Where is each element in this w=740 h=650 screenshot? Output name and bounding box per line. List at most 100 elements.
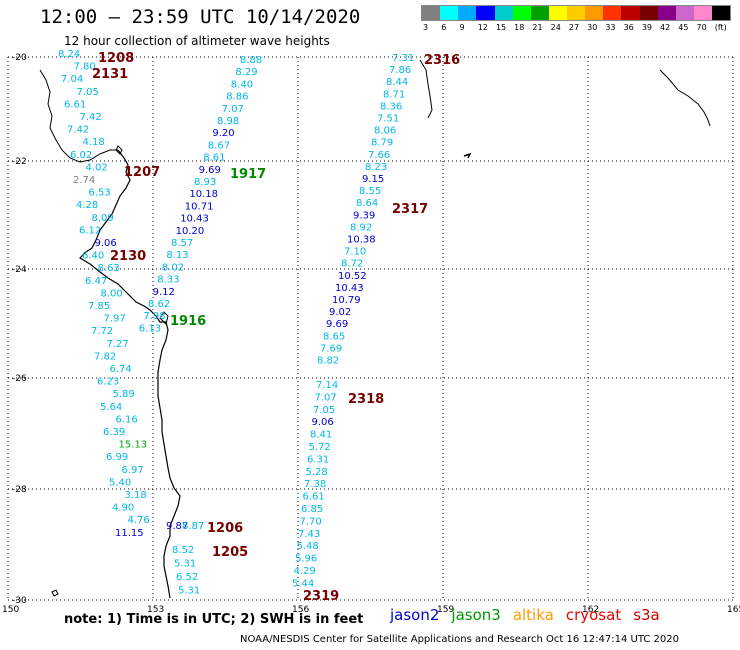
- wave-height-value: 6.61: [64, 99, 86, 110]
- wave-height-value: 5.72: [309, 442, 331, 453]
- wave-height-value: 9.12: [153, 287, 175, 298]
- wave-height-value: 5.89: [113, 389, 135, 400]
- wave-height-value: 7.97: [104, 314, 126, 325]
- track-time-label: 1917: [230, 167, 266, 182]
- wave-height-value: 8.23: [365, 162, 387, 173]
- wave-height-value: 8.79: [371, 138, 393, 149]
- footer-note: note: 1) Time is in UTC; 2) SWH is in fe…: [64, 612, 364, 627]
- wave-height-value: 9.69: [199, 165, 221, 176]
- track-time-label: 1207: [124, 165, 160, 180]
- wave-height-value: 7.80: [74, 62, 96, 73]
- wave-height-value: 9.87: [166, 521, 188, 532]
- wave-height-value: 8.62: [148, 299, 170, 310]
- scale-label: (ft): [714, 23, 727, 32]
- scale-label: 27: [568, 23, 580, 32]
- map-title: 12:00 – 23:59 UTC 10/14/2020: [40, 6, 361, 28]
- scale-swatch: [440, 6, 459, 20]
- wave-height-value: 11.15: [115, 528, 144, 539]
- island-whitsunday: [115, 145, 123, 155]
- satellite-legend-item: altika: [512, 606, 554, 624]
- wave-height-value: 8.82: [317, 356, 339, 367]
- wave-height-value: 8.88: [240, 55, 262, 66]
- wave-height-value: 4.18: [83, 137, 105, 148]
- scale-swatch: [512, 6, 531, 20]
- lon-label: 162: [582, 605, 599, 615]
- lat-label: -22: [12, 157, 27, 167]
- coastline-north: [39, 69, 118, 163]
- wave-height-value: 7.07: [222, 104, 244, 115]
- wave-height-value: 10.43: [180, 214, 209, 225]
- wave-height-value: 5.31: [174, 559, 196, 570]
- wave-height-value: 7.66: [368, 150, 390, 161]
- wave-height-value: 8.65: [323, 331, 345, 342]
- scale-label: 39: [641, 23, 652, 32]
- island-northeast: [419, 59, 433, 119]
- color-scale-legend: 3 6 9 12 15 18 21 24 27 30 33 36 39 42 45 70 (ft): [421, 5, 731, 33]
- wave-height-value: 7.38: [304, 479, 326, 490]
- scale-label: 3: [423, 23, 429, 32]
- wave-height-value: 8.61: [203, 153, 225, 164]
- wave-height-value: 7.51: [377, 114, 399, 125]
- lat-label: -24: [12, 265, 27, 275]
- wave-height-value: 8.13: [166, 250, 188, 261]
- scale-label: 45: [678, 23, 689, 32]
- track-time-label: 1206: [207, 521, 243, 536]
- wave-height-value: 5.28: [306, 467, 328, 478]
- satellite-legend-item: cryosat: [565, 606, 622, 624]
- wave-height-value: 10.52: [338, 271, 367, 282]
- wave-height-value: 8.24: [58, 49, 80, 60]
- wave-height-value: 8.92: [350, 222, 372, 233]
- satellite-legend-item: jason3: [451, 606, 501, 624]
- wave-height-value: 6.23: [97, 377, 119, 388]
- scale-label: 6: [441, 23, 447, 32]
- wave-height-value: 9.69: [326, 319, 348, 330]
- wave-height-value: 7.82: [94, 351, 116, 362]
- map-grid: [7, 56, 734, 601]
- wave-height-value: 4.28: [76, 200, 98, 211]
- wave-height-value: 9.15: [362, 174, 384, 185]
- wave-height-value: 7.70: [300, 516, 322, 527]
- wave-height-value: 6.02: [70, 150, 92, 161]
- satellite-legend-item: jason2: [390, 606, 440, 624]
- scale-label: 24: [550, 23, 561, 32]
- wave-height-value: 6.99: [106, 452, 128, 463]
- wave-height-value: 7.05: [77, 87, 99, 98]
- wave-height-value: 8.44: [386, 77, 408, 88]
- scale-swatch: [712, 6, 731, 20]
- island-small-south: [51, 589, 59, 597]
- wave-height-value: 7.27: [107, 339, 129, 350]
- wave-height-value: 8.55: [359, 186, 381, 197]
- wave-height-value: 7.98: [143, 311, 165, 322]
- lon-label: 153: [147, 605, 164, 615]
- wave-height-value: 8.71: [383, 89, 405, 100]
- scale-swatch: [657, 6, 676, 20]
- map-subtitle: 12 hour collection of altimeter wave hei…: [64, 34, 330, 48]
- wave-height-value: 8.00: [101, 288, 123, 299]
- wave-height-value: 6.53: [89, 188, 111, 199]
- scale-label: 12: [477, 23, 488, 32]
- wave-height-value: 8.72: [341, 259, 363, 270]
- wave-height-value: 7.86: [389, 65, 411, 76]
- lon-label: 165: [727, 605, 740, 615]
- wave-height-value: 6.97: [122, 465, 144, 476]
- wave-height-value: 8.67: [208, 140, 230, 151]
- wave-height-value: 4.90: [112, 503, 134, 514]
- track-time-label: 2319: [303, 589, 339, 604]
- wave-height-value: 8.98: [217, 116, 239, 127]
- scale-swatch: [693, 6, 712, 20]
- track-time-label: 2131: [92, 67, 128, 82]
- scale-swatch: [548, 6, 567, 20]
- wave-height-value: 6.47: [85, 276, 107, 287]
- wave-height-value: 15.13: [119, 440, 148, 451]
- scale-label: 70: [696, 23, 707, 32]
- wave-height-value: 10.71: [185, 201, 214, 212]
- scale-swatch: [476, 6, 495, 20]
- scale-swatch: [494, 6, 513, 20]
- lat-label: -20: [12, 53, 27, 63]
- wave-height-value: 7.42: [67, 125, 89, 136]
- credit-line: NOAA/NESDIS Center for Satellite Applica…: [240, 634, 679, 645]
- wave-height-value: 8.29: [235, 67, 257, 78]
- coastline: [39, 59, 711, 599]
- wave-height-value: 8.63: [98, 263, 120, 274]
- wave-height-value: 8.36: [380, 101, 402, 112]
